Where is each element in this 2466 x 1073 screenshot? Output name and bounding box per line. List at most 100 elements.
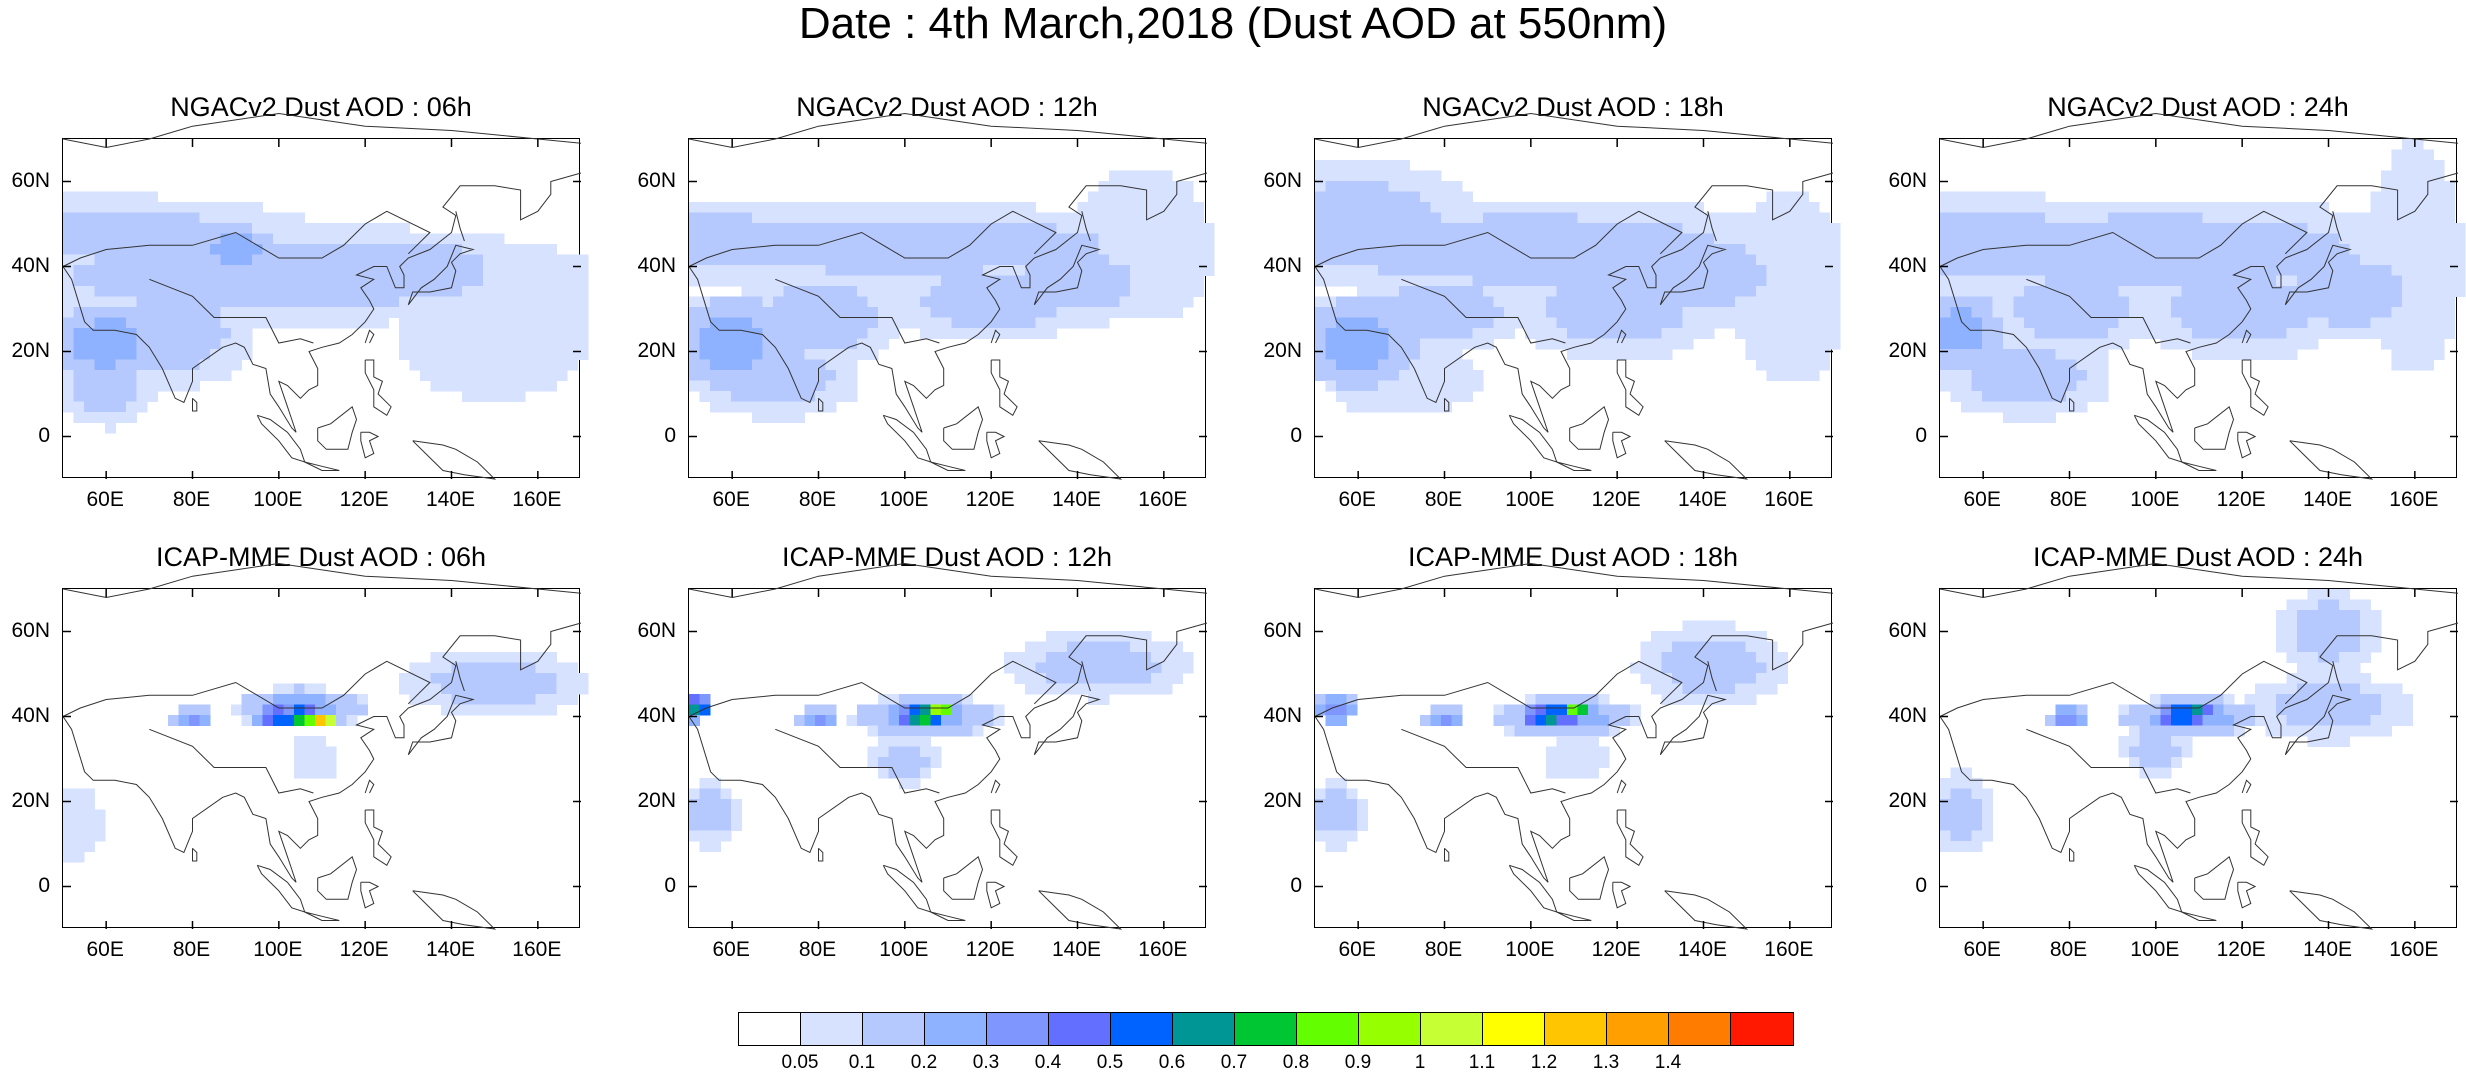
- aod-cell: [2034, 265, 2046, 276]
- lon-tick-label: 80E: [1424, 488, 1463, 511]
- aod-cell: [1172, 202, 1183, 213]
- aod-cell: [126, 265, 137, 276]
- map-canvas: [1939, 112, 2466, 480]
- coastline: [688, 622, 1208, 883]
- aod-cell: [2423, 338, 2434, 350]
- aod-cell: [762, 328, 774, 339]
- aod-cell: [1535, 715, 1547, 726]
- aod-cell: [2202, 338, 2214, 350]
- aod-cell: [2297, 610, 2308, 621]
- aod-cell: [2055, 244, 2067, 255]
- aod-cell: [535, 662, 547, 674]
- aod-cell: [1651, 317, 1662, 329]
- aod-cell: [2097, 296, 2109, 308]
- aod-cell: [720, 799, 732, 810]
- aod-cell: [2066, 202, 2077, 213]
- aod-cell: [63, 799, 74, 810]
- aod-cell: [1357, 328, 1368, 339]
- lon-tick-label: 80E: [2049, 938, 2088, 961]
- lat-tick-label: 60N: [11, 168, 50, 192]
- lon-tick-label: 100E: [1505, 938, 1555, 961]
- aod-cell: [1046, 244, 1057, 255]
- aod-cell: [1336, 170, 1347, 182]
- aod-cell: [136, 275, 148, 287]
- aod-cell: [1130, 212, 1141, 224]
- aod-cell: [783, 370, 795, 381]
- aod-cell: [2024, 359, 2035, 371]
- aod-cell: [2307, 212, 2319, 224]
- aod-cell: [846, 317, 858, 329]
- aod-cell: [689, 715, 700, 726]
- aod-cell: [2160, 307, 2172, 318]
- aod-cell: [157, 265, 169, 276]
- colorbar-swatch: [863, 1013, 925, 1045]
- aod-cell: [1067, 265, 1078, 276]
- aod-cell: [962, 694, 973, 705]
- aod-cell: [941, 254, 952, 266]
- aod-cell: [2108, 233, 2119, 245]
- aod-cell: [2034, 338, 2046, 350]
- aod-cell: [794, 233, 805, 245]
- aod-cell: [2370, 223, 2382, 234]
- aod-cell: [1367, 380, 1379, 392]
- aod-cell: [514, 286, 526, 297]
- lat-tick-label: 40N: [637, 253, 676, 277]
- lon-tick-label: 60E: [86, 488, 124, 511]
- aod-cell: [1940, 359, 1951, 371]
- aod-cell: [315, 694, 326, 705]
- aod-cell: [731, 223, 742, 234]
- aod-cell: [1420, 328, 1431, 339]
- lat-tick-label: 40N: [11, 253, 50, 277]
- aod-cell: [283, 265, 295, 276]
- aod-cell: [1378, 349, 1389, 360]
- aod-cell: [1567, 223, 1578, 234]
- aod-cell: [2118, 715, 2130, 726]
- aod-cell: [1982, 788, 1993, 800]
- aod-cell: [1798, 338, 1809, 350]
- aod-cell: [752, 202, 763, 213]
- aod-cell: [2181, 212, 2193, 224]
- aod-cell: [1388, 401, 1400, 413]
- aod-cell: [1046, 641, 1057, 653]
- aod-cell: [2013, 244, 2025, 255]
- aod-cell: [794, 275, 805, 287]
- aod-cell: [1971, 338, 1983, 350]
- aod-cell: [1325, 307, 1337, 318]
- aod-cell: [1140, 683, 1152, 695]
- aod-cell: [1546, 715, 1557, 726]
- aod-cell: [2003, 370, 2014, 381]
- aod-cell: [157, 244, 169, 255]
- aod-cell: [514, 338, 526, 350]
- aod-cell: [2129, 286, 2140, 297]
- aod-cell: [2024, 233, 2035, 245]
- aod-cell: [210, 265, 221, 276]
- aod-cell: [1493, 244, 1505, 255]
- coastline: [1659, 694, 1727, 756]
- aod-cell: [689, 349, 700, 360]
- aod-cell: [1961, 254, 1972, 266]
- aod-cell: [1661, 631, 1673, 642]
- aod-cell: [699, 704, 711, 716]
- aod-cell: [699, 244, 711, 255]
- aod-cell: [1619, 244, 1631, 255]
- aod-cell: [1630, 296, 1641, 308]
- aod-cell: [63, 338, 74, 350]
- aod-cell: [1441, 244, 1452, 255]
- aod-cell: [1714, 683, 1725, 695]
- aod-cell: [157, 254, 169, 266]
- aod-cell: [1961, 223, 1972, 234]
- aod-cell: [794, 286, 805, 297]
- aod-cell: [1525, 704, 1536, 716]
- aod-cell: [1514, 265, 1526, 276]
- coastline: [1612, 881, 1632, 909]
- aod-cell: [2370, 191, 2382, 203]
- aod-cell: [1067, 683, 1078, 695]
- aod-cell: [577, 296, 589, 308]
- aod-cell: [836, 223, 847, 234]
- aod-cell: [2150, 212, 2161, 224]
- aod-cell: [2160, 254, 2172, 266]
- aod-cell: [1940, 788, 1951, 800]
- aod-cell: [504, 296, 515, 308]
- aod-cell: [420, 307, 431, 318]
- aod-cell: [241, 265, 253, 276]
